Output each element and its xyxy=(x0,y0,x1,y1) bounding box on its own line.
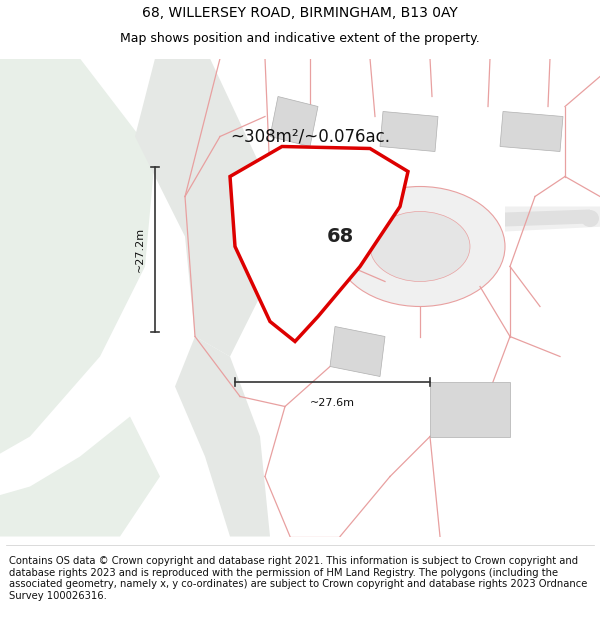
Ellipse shape xyxy=(370,211,470,281)
Text: 68, WILLERSEY ROAD, BIRMINGHAM, B13 0AY: 68, WILLERSEY ROAD, BIRMINGHAM, B13 0AY xyxy=(142,6,458,20)
Polygon shape xyxy=(330,326,385,376)
Ellipse shape xyxy=(335,186,505,306)
Polygon shape xyxy=(505,206,600,231)
Text: ~308m²/~0.076ac.: ~308m²/~0.076ac. xyxy=(230,127,390,146)
Polygon shape xyxy=(175,336,270,536)
Polygon shape xyxy=(430,381,510,436)
Text: Contains OS data © Crown copyright and database right 2021. This information is : Contains OS data © Crown copyright and d… xyxy=(9,556,587,601)
Polygon shape xyxy=(230,146,408,341)
Text: ~27.6m: ~27.6m xyxy=(310,399,355,409)
Polygon shape xyxy=(380,111,438,151)
Polygon shape xyxy=(135,59,270,356)
Text: Map shows position and indicative extent of the property.: Map shows position and indicative extent… xyxy=(120,32,480,45)
Ellipse shape xyxy=(581,210,599,227)
Text: 68: 68 xyxy=(326,227,353,246)
Polygon shape xyxy=(500,111,563,151)
Polygon shape xyxy=(310,181,360,221)
Text: ~27.2m: ~27.2m xyxy=(135,226,145,271)
Polygon shape xyxy=(0,59,155,456)
Polygon shape xyxy=(505,209,590,226)
Polygon shape xyxy=(270,96,318,146)
Polygon shape xyxy=(285,264,323,296)
Polygon shape xyxy=(0,416,160,536)
